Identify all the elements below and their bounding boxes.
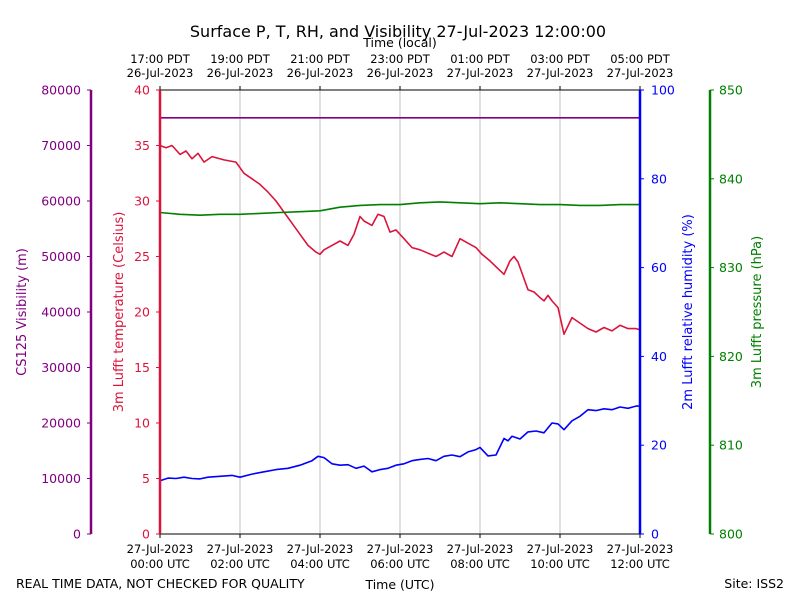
pressure-tick-label: 820 [719, 349, 743, 364]
top-tick-label-date: 26-Jul-2023 [127, 66, 194, 80]
top-tick-label-time: 01:00 PDT [450, 52, 511, 66]
humidity-tick-label: 100 [651, 83, 675, 98]
top-tick-label-time: 23:00 PDT [370, 52, 431, 66]
x-tick-label-date: 27-Jul-2023 [207, 542, 274, 556]
pressure-tick-label: 830 [719, 260, 743, 275]
x-tick-label-time: 02:00 UTC [210, 557, 270, 571]
temperature-tick-label: 30 [134, 194, 150, 209]
top-tick-label-date: 27-Jul-2023 [607, 66, 674, 80]
x-tick-label-date: 27-Jul-2023 [607, 542, 674, 556]
temperature-tick-label: 10 [134, 416, 150, 431]
top-tick-label-date: 27-Jul-2023 [447, 66, 514, 80]
top-tick-label-date: 26-Jul-2023 [367, 66, 434, 80]
temperature-tick-label: 0 [142, 527, 150, 542]
top-tick-label-date: 26-Jul-2023 [207, 66, 274, 80]
humidity-axis: 0 20 40 60 80 100 2m Lufft relative humidity (… [638, 83, 696, 542]
temperature-tick-label: 15 [134, 360, 150, 375]
temperature-axis: 0 5 10 15 20 25 30 35 40 3m Lufft temperature (Ce… [112, 83, 162, 542]
visibility-tick-label: 80000 [41, 83, 81, 98]
humidity-series-line [159, 405, 640, 482]
x-tick-label-time: 04:00 UTC [290, 557, 350, 571]
visibility-tick-label: 40000 [41, 305, 81, 320]
visibility-tick-label: 60000 [41, 194, 81, 209]
pressure-tick-label: 840 [719, 171, 743, 186]
x-axis-label: Time (UTC) [364, 577, 434, 592]
x-tick-label-date: 27-Jul-2023 [287, 542, 354, 556]
temperature-series-line [159, 144, 641, 336]
humidity-axis-label: 2m Lufft relative humidity (%) [681, 214, 696, 410]
pressure-tick-label: 800 [719, 527, 743, 542]
visibility-tick-label: 10000 [41, 471, 81, 486]
x-tick-label-time: 08:00 UTC [450, 557, 510, 571]
top-tick-label-time: 21:00 PDT [290, 52, 351, 66]
temperature-tick-label: 20 [134, 305, 150, 320]
x-tick-label-time: 06:00 UTC [370, 557, 430, 571]
pressure-tick-label: 850 [719, 83, 743, 98]
pressure-axis: 800 810 820 830 840 850 3m Lufft pressure (hPa… [708, 83, 765, 542]
top-tick-label-time: 03:00 PDT [530, 52, 591, 66]
axes: 0100002000030000400005000060000700008000… [15, 83, 765, 542]
visibility-tick-label: 70000 [41, 138, 81, 153]
x-tick-label-time: 10:00 UTC [530, 557, 590, 571]
temperature-tick-label: 35 [134, 138, 150, 153]
footer-site-label: Site: ISS2 [724, 576, 784, 591]
chart-title: Surface P, T, RH, and Visibility 27-Jul-… [190, 22, 606, 41]
humidity-tick-label: 40 [651, 349, 667, 364]
humidity-tick-label: 80 [651, 171, 667, 186]
visibility-tick-label: 0 [73, 527, 81, 542]
x-tick-label-date: 27-Jul-2023 [127, 542, 194, 556]
temperature-tick-label: 5 [142, 471, 150, 486]
top-tick-label-date: 27-Jul-2023 [527, 66, 594, 80]
humidity-tick-label: 20 [651, 438, 667, 453]
grid-lines [239, 90, 561, 534]
top-tick-label-time: 05:00 PDT [610, 52, 671, 66]
temperature-tick-label: 25 [134, 249, 150, 264]
top-tick-label-date: 26-Jul-2023 [287, 66, 354, 80]
visibility-tick-label: 30000 [41, 360, 81, 375]
visibility-axis-label: CS125 Visibility (m) [15, 248, 30, 376]
pressure-series-line [159, 201, 640, 216]
x-tick-label-date: 27-Jul-2023 [367, 542, 434, 556]
x-tick-label-time: 00:00 UTC [130, 557, 190, 571]
top-tick-label-time: 17:00 PDT [130, 52, 191, 66]
footer-quality-note: REAL TIME DATA, NOT CHECKED FOR QUALITY [16, 576, 305, 591]
plot-series [159, 117, 641, 482]
top-axis-label: Time (local) [362, 35, 436, 50]
visibility-tick-label: 50000 [41, 249, 81, 264]
visibility-tick-label: 20000 [41, 416, 81, 431]
x-tick-label-date: 27-Jul-2023 [447, 542, 514, 556]
x-tick-label-date: 27-Jul-2023 [527, 542, 594, 556]
temperature-tick-label: 40 [134, 83, 150, 98]
humidity-tick-label: 0 [651, 527, 659, 542]
pressure-axis-label: 3m Lufft pressure (hPa) [750, 236, 765, 388]
temperature-axis-label: 3m Lufft temperature (Celsius) [112, 212, 127, 413]
humidity-tick-label: 60 [651, 260, 667, 275]
visibility-axis: 0 10000 20000 30000 40000 50000 60000 70000 8000… [15, 83, 93, 542]
top-tick-label-time: 19:00 PDT [210, 52, 271, 66]
x-tick-label-time: 12:00 UTC [610, 557, 670, 571]
pressure-tick-label: 810 [719, 438, 743, 453]
